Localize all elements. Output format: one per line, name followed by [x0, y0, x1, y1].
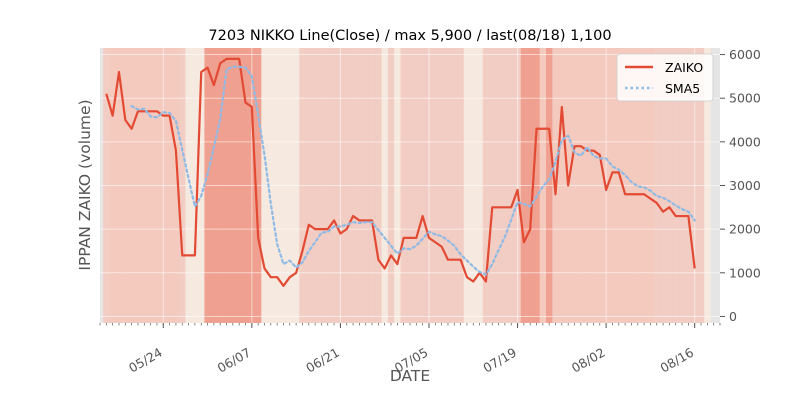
legend-label-zaiko: ZAIKO — [665, 60, 703, 75]
y-tick-label: 6000 — [729, 47, 761, 62]
legend: ZAIKO SMA5 — [616, 53, 714, 102]
x-axis-label: DATE — [390, 367, 430, 385]
legend-label-sma5: SMA5 — [665, 81, 700, 96]
y-axis-right: 0 1000 2000 3000 4000 5000 6000 — [720, 47, 761, 324]
y-tick-label: 2000 — [729, 222, 761, 237]
x-tick-label: 07/19 — [480, 345, 519, 376]
x-tick-label: 05/24 — [126, 345, 165, 376]
y-tick-label: 1000 — [729, 265, 761, 280]
x-tick-label: 06/07 — [215, 345, 254, 376]
x-tick-label: 08/16 — [657, 345, 696, 376]
y-tick-label: 3000 — [729, 178, 761, 193]
x-tick-label: 08/02 — [569, 345, 608, 376]
y-tick-label: 4000 — [729, 134, 761, 149]
y-tick-label: 5000 — [729, 91, 761, 106]
y-axis-label: IPPAN ZAIKO (volume) — [76, 99, 94, 270]
y-tick-label: 0 — [729, 309, 737, 324]
series-lines — [105, 57, 696, 287]
x-tick-label: 06/21 — [303, 345, 342, 376]
chart-title: 7203 NIKKO Line(Close) / max 5,900 / las… — [208, 28, 611, 44]
series-line-sma5 — [130, 65, 696, 276]
